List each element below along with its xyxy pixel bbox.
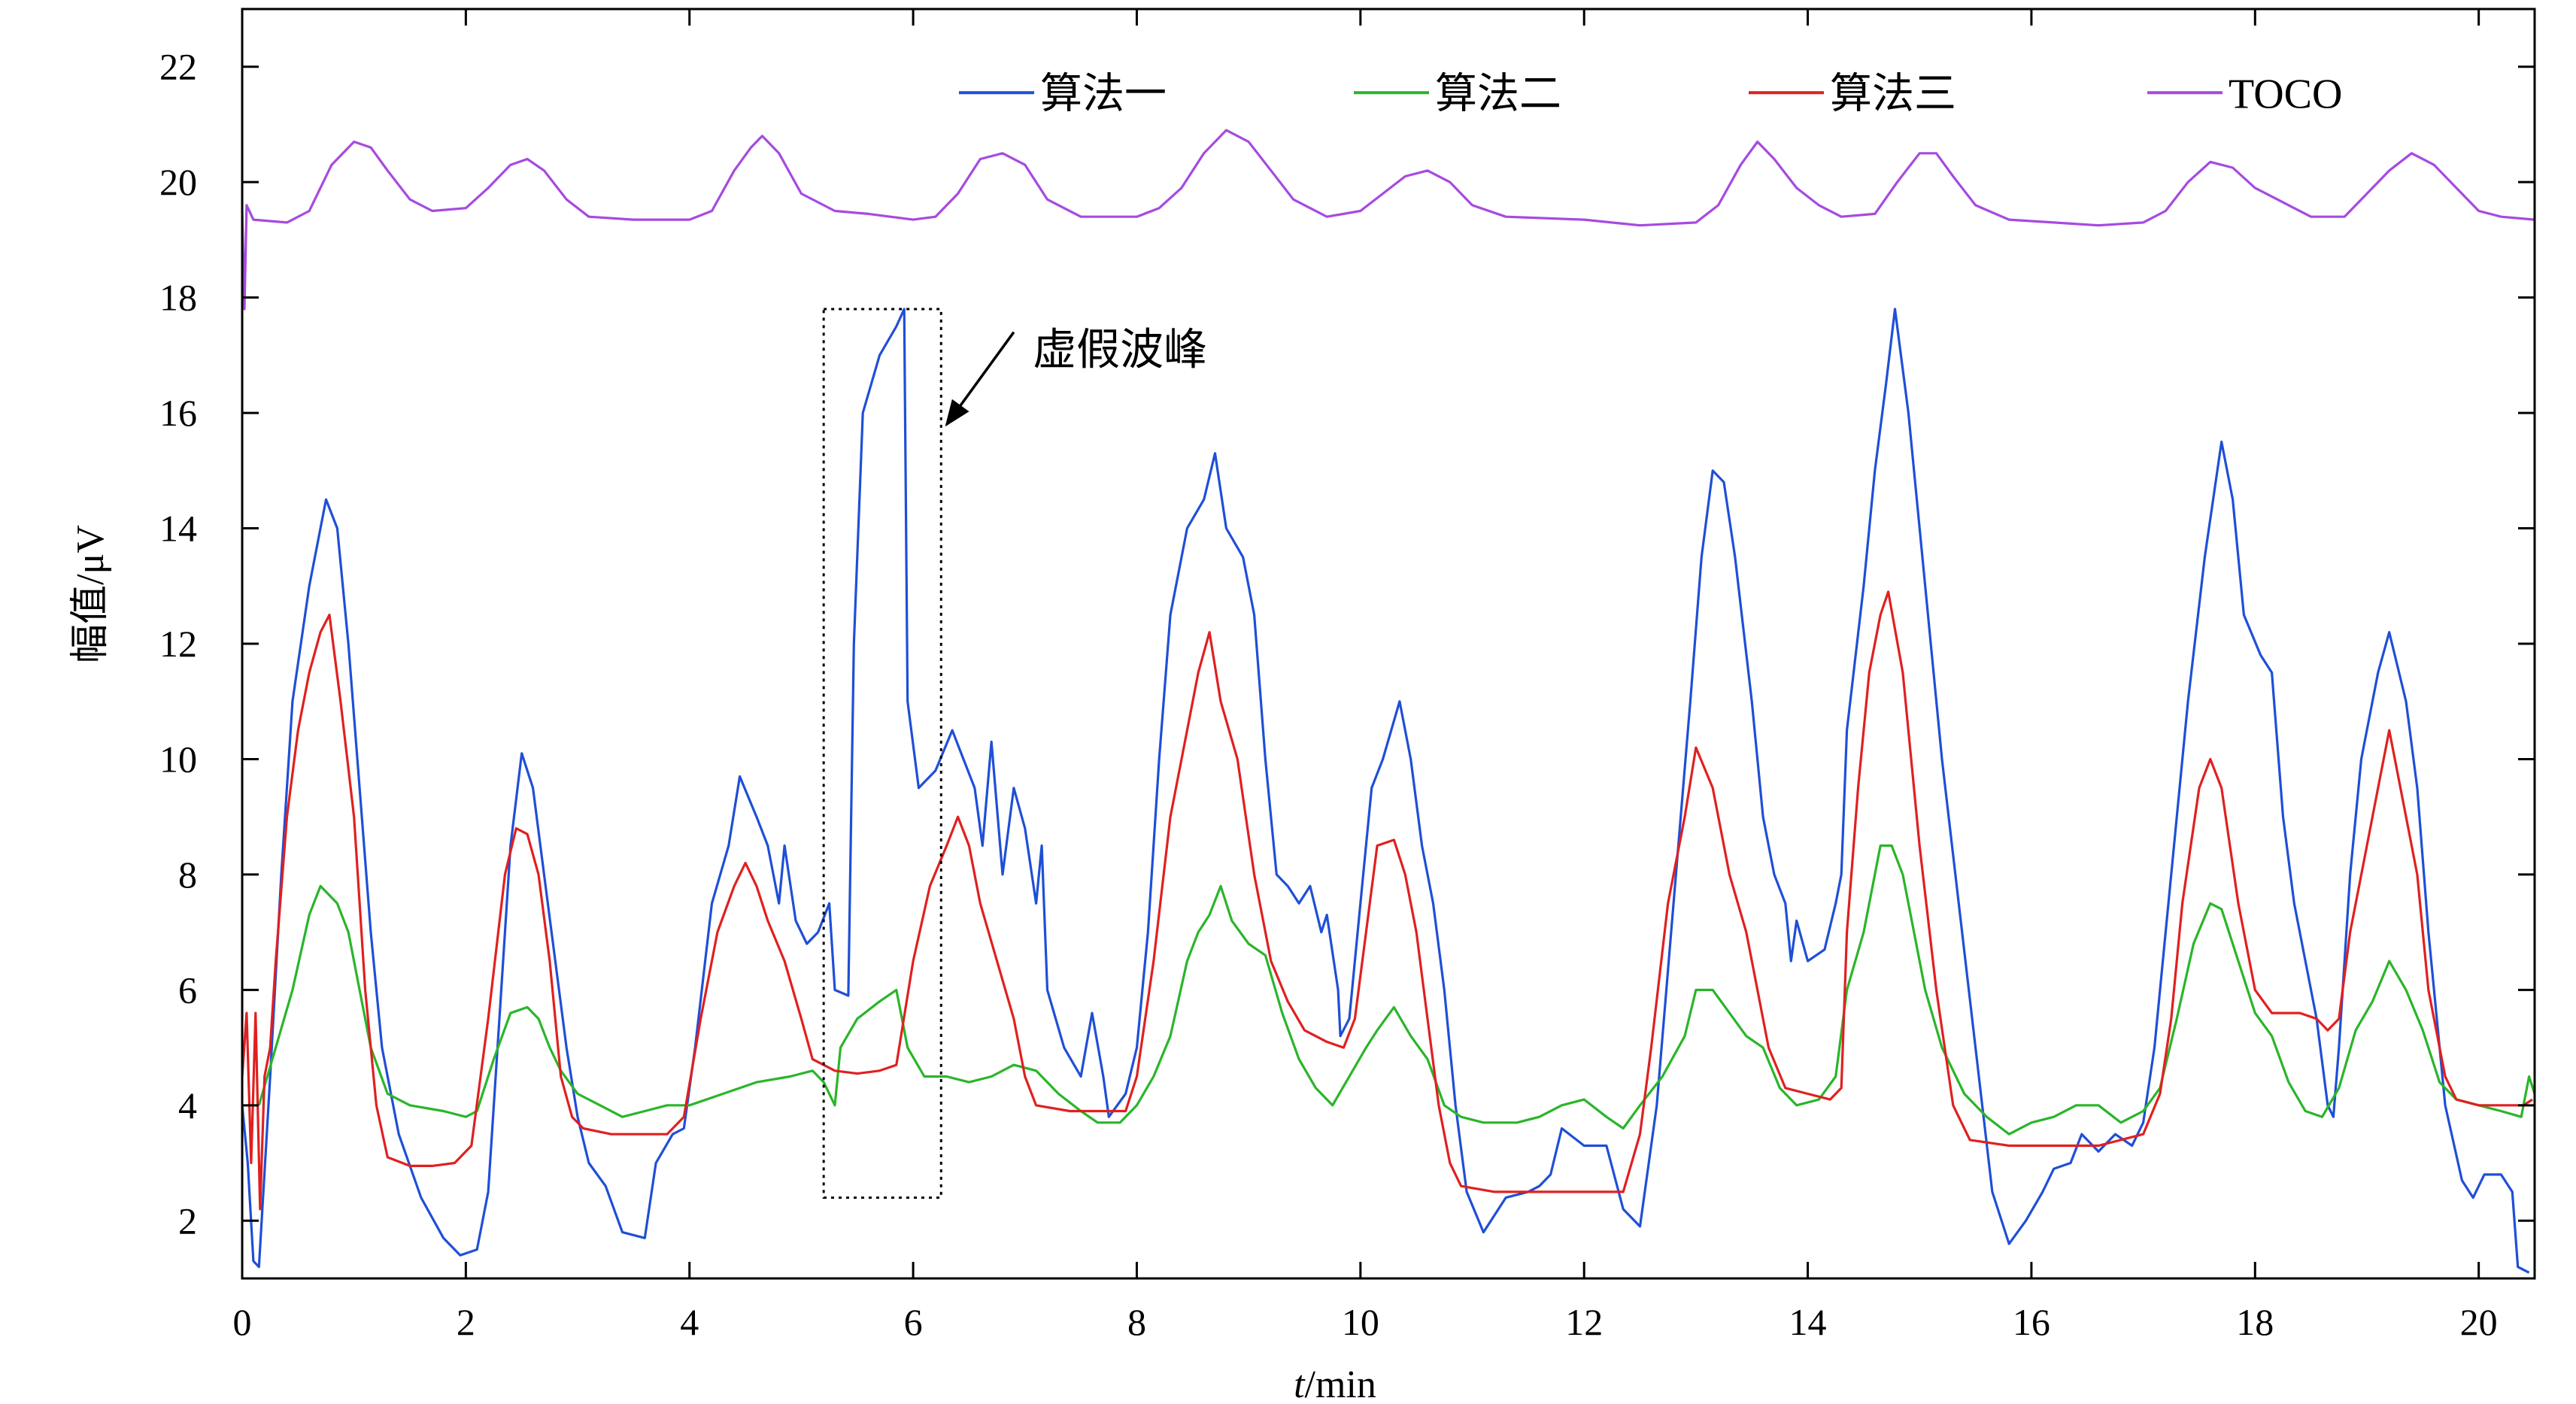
legend-label-suanfa-3: 算法三	[1830, 71, 1956, 117]
y-axis-title: 幅值/μV	[69, 525, 112, 663]
series-line-suanfa-1	[242, 308, 2530, 1274]
x-tick-label: 4	[680, 1301, 699, 1343]
x-axis-title-rest: /min	[1305, 1363, 1376, 1404]
y-tick-label: 16	[159, 392, 197, 434]
y-tick-label: 2	[178, 1199, 197, 1242]
plot-frame	[241, 8, 2536, 1280]
legend: 算法一 算法二 算法三 TOCO	[959, 71, 2342, 117]
x-tick-label: 10	[1342, 1301, 1379, 1343]
x-tick-label: 2	[457, 1301, 475, 1343]
x-tick-label: 0	[233, 1301, 252, 1343]
y-tick-label: 22	[159, 46, 197, 88]
y-tick-label: 6	[178, 969, 197, 1011]
x-axis-title-italic: t	[1294, 1363, 1306, 1404]
x-tick-label: 12	[1565, 1301, 1603, 1343]
legend-label-suanfa-1: 算法一	[1040, 71, 1167, 117]
x-tick-label: 16	[2013, 1301, 2050, 1343]
x-axis-title: t/min	[1294, 1363, 1376, 1404]
legend-label-suanfa-2: 算法二	[1435, 71, 1561, 117]
x-tick-label: 20	[2460, 1301, 2498, 1343]
series-line-suanfa-3	[242, 590, 2533, 1211]
annotation: 虚假波峰	[822, 308, 1207, 1199]
legend-label-toco: TOCO	[2229, 71, 2342, 117]
x-tick-label: 8	[1127, 1301, 1146, 1343]
y-tick-label: 4	[178, 1084, 197, 1127]
y-tick-label: 18	[159, 277, 197, 319]
annotation-dotted-box	[822, 308, 942, 1199]
y-tick-label: 10	[159, 738, 197, 780]
x-tick-label: 18	[2236, 1301, 2274, 1343]
x-tick-label: 6	[904, 1301, 923, 1343]
y-tick-label: 14	[159, 508, 197, 550]
y-tick-label: 8	[178, 854, 197, 896]
axis-titles: t/min 幅值/μV	[69, 525, 1376, 1404]
axes: 0 2 4 6 8 10 12 14 16 18 20 2 4 6 8 10 12 14 16 18 20 22	[159, 8, 2536, 1343]
plot-area	[242, 129, 2535, 1274]
annotation-label: 虚假波峰	[1033, 326, 1207, 375]
x-tick-label: 14	[1789, 1301, 1827, 1343]
annotation-arrow	[945, 331, 1015, 427]
series-line-toco	[242, 129, 2535, 311]
y-tick-label: 20	[159, 161, 197, 203]
y-tick-label: 12	[159, 623, 197, 665]
series-line-suanfa-2	[257, 844, 2535, 1136]
